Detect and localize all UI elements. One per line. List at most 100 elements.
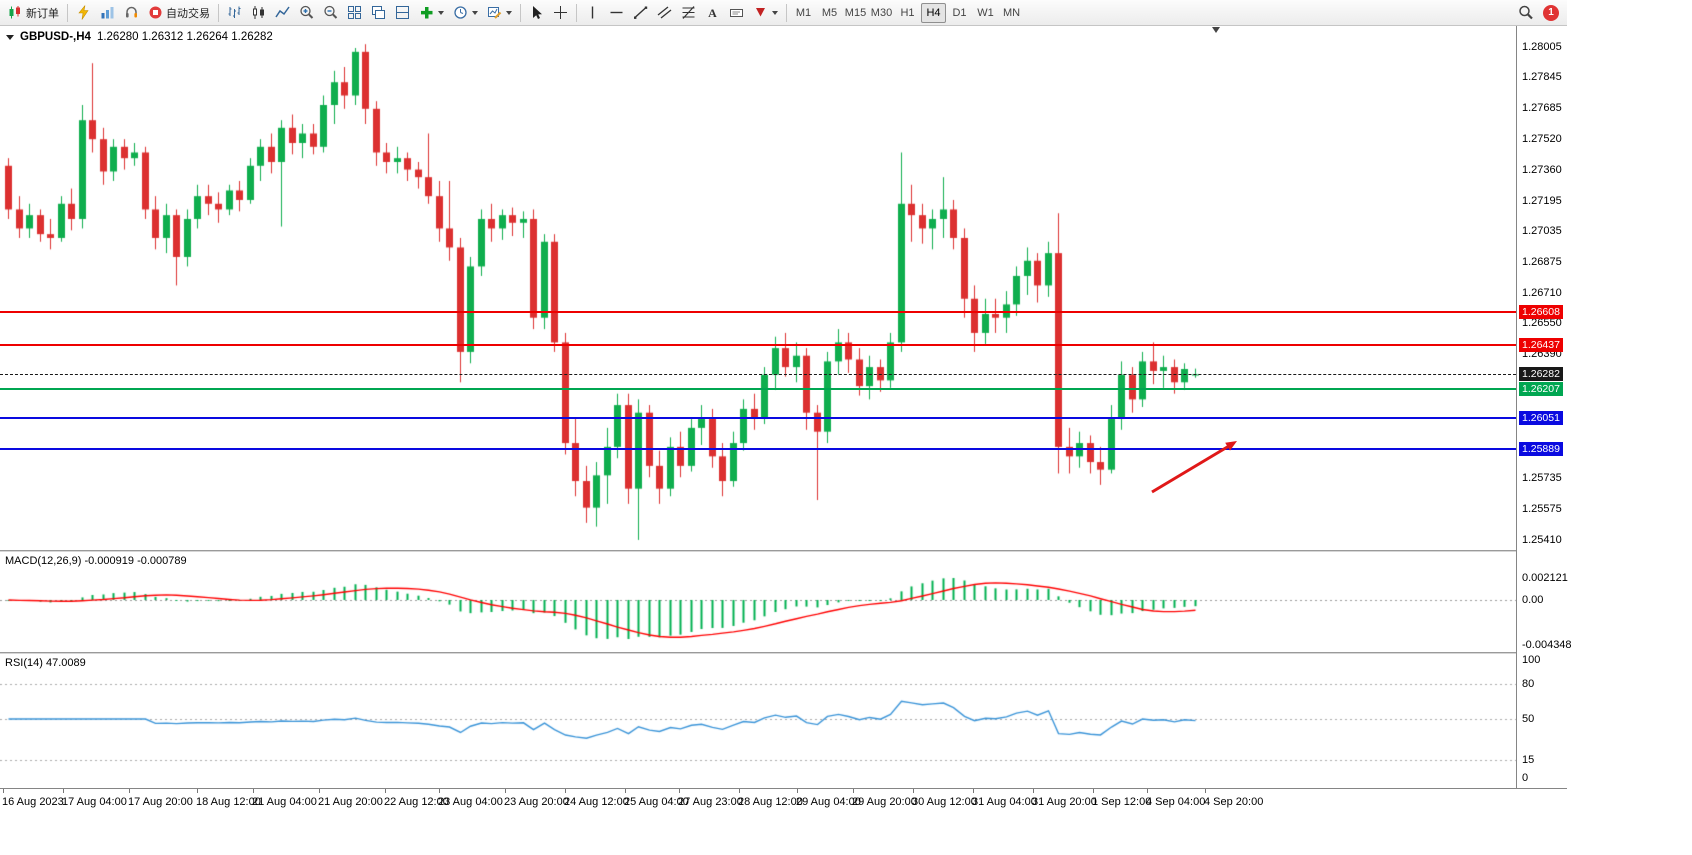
auto-trading-button[interactable]: 自动交易 xyxy=(144,2,214,23)
search-icon xyxy=(1519,5,1533,19)
new-order-icon xyxy=(9,6,20,19)
zoom-in-icon xyxy=(300,5,314,19)
bar-chart-button[interactable] xyxy=(223,2,246,23)
macd-panel[interactable]: MACD(12,26,9) -0.000919 -0.000789 xyxy=(0,552,1516,652)
time-tickmark xyxy=(625,789,626,793)
timeframe-d1-button[interactable]: D1 xyxy=(947,3,972,23)
rsi-chart-canvas[interactable] xyxy=(0,654,1516,788)
ohlc-values: 1.26280 1.26312 1.26264 1.26282 xyxy=(96,31,273,43)
time-tickmark xyxy=(197,789,198,793)
time-tick: 4 Sep 20:00 xyxy=(1204,796,1264,808)
timeframe-m30-button[interactable]: M30 xyxy=(869,3,894,23)
text-button[interactable]: A xyxy=(701,2,724,23)
candlestick-chart-canvas[interactable] xyxy=(0,26,1516,550)
mt4-window: 新订单 自动交易 xyxy=(0,0,1572,816)
symbol-collapse-icon[interactable] xyxy=(6,34,14,40)
trendline-icon xyxy=(634,6,648,19)
toolbar-separator xyxy=(786,3,787,22)
time-tickmark xyxy=(319,789,320,793)
time-tick: 21 Aug 20:00 xyxy=(318,796,383,808)
market-button[interactable] xyxy=(120,2,143,23)
price-level-line[interactable] xyxy=(0,374,1516,376)
toolbar: 新订单 自动交易 xyxy=(0,0,1567,26)
trendline-button[interactable] xyxy=(629,2,652,23)
shapes-button[interactable] xyxy=(749,2,782,23)
zoom-in-button[interactable] xyxy=(295,2,318,23)
text-icon: A xyxy=(708,6,717,20)
arrange-windows-icon xyxy=(396,6,409,19)
rsi-tick: 100 xyxy=(1522,654,1541,666)
trend-arrow-annotation[interactable] xyxy=(1140,430,1244,502)
time-tick: 24 Aug 12:00 xyxy=(564,796,629,808)
chart-header: GBPUSD-,H4 1.26280 1.26312 1.26264 1.262… xyxy=(6,31,273,43)
timeframe-m5-button[interactable]: M5 xyxy=(817,3,842,23)
time-tickmark xyxy=(1093,789,1094,793)
periods-button[interactable] xyxy=(449,2,482,23)
fibonacci-button[interactable] xyxy=(677,2,700,23)
time-tickmark xyxy=(385,789,386,793)
price-tick: 1.28005 xyxy=(1522,41,1562,54)
templates-button[interactable] xyxy=(483,2,516,23)
panel-splitter[interactable] xyxy=(0,550,1567,552)
timeframe-w1-button[interactable]: W1 xyxy=(973,3,998,23)
vertical-line-button[interactable] xyxy=(581,2,604,23)
price-level-tag: 1.25889 xyxy=(1519,441,1563,456)
timeframe-mn-button[interactable]: MN xyxy=(999,3,1024,23)
macd-chart-canvas[interactable] xyxy=(0,552,1516,652)
horizontal-line-button[interactable] xyxy=(605,2,628,23)
indicators-button[interactable] xyxy=(415,2,448,23)
channel-button[interactable] xyxy=(653,2,676,23)
label-button[interactable] xyxy=(725,2,748,23)
zoom-out-button[interactable] xyxy=(319,2,342,23)
toolbar-separator xyxy=(520,3,521,22)
cursor-button[interactable] xyxy=(525,2,548,23)
line-chart-button[interactable] xyxy=(271,2,294,23)
notification-badge[interactable]: 1 xyxy=(1543,4,1559,21)
timeframe-h1-button[interactable]: H1 xyxy=(895,3,920,23)
time-tick: 4 Sep 04:00 xyxy=(1146,796,1206,808)
strategy-tester-button[interactable] xyxy=(96,2,119,23)
rsi-panel[interactable]: RSI(14) 47.0089 xyxy=(0,654,1516,788)
price-level-line[interactable] xyxy=(0,447,1516,450)
price-level-line[interactable] xyxy=(0,417,1516,420)
timeframe-m15-button[interactable]: M15 xyxy=(843,3,868,23)
zoom-out-icon xyxy=(324,5,338,19)
cascade-windows-button[interactable] xyxy=(367,2,390,23)
macd-tick: 0.00 xyxy=(1522,593,1544,606)
time-tickmark xyxy=(913,789,914,793)
metaeditor-button[interactable] xyxy=(72,2,95,23)
price-tick: 1.27360 xyxy=(1522,163,1562,176)
search-button[interactable] xyxy=(1514,2,1538,23)
svg-text:A: A xyxy=(708,6,717,20)
time-axis[interactable]: 16 Aug 2023 17 Aug 04:00 17 Aug 20:00 18 Au… xyxy=(0,788,1567,816)
chart-shift-marker[interactable] xyxy=(1212,27,1220,33)
price-level-line[interactable] xyxy=(0,343,1516,346)
price-tick: 1.27520 xyxy=(1522,133,1562,146)
candlestick-chart-button[interactable] xyxy=(247,2,270,23)
chevron-down-icon xyxy=(506,10,512,15)
chevron-down-icon xyxy=(772,10,778,15)
panel-splitter[interactable] xyxy=(0,652,1567,654)
price-tick: 1.27685 xyxy=(1522,101,1562,114)
new-order-button[interactable]: 新订单 xyxy=(4,2,63,23)
price-level-line[interactable] xyxy=(0,311,1516,314)
time-tickmark xyxy=(1147,789,1148,793)
time-tick: 25 Aug 04:00 xyxy=(624,796,689,808)
time-tick: 29 Aug 20:00 xyxy=(852,796,917,808)
time-tickmark xyxy=(253,789,254,793)
cascade-windows-icon xyxy=(372,6,385,19)
time-tickmark xyxy=(505,789,506,793)
timeframe-m1-button[interactable]: M1 xyxy=(791,3,816,23)
timeframe-h4-button[interactable]: H4 xyxy=(921,2,946,23)
price-tick: 1.25575 xyxy=(1522,502,1562,515)
price-level-line[interactable] xyxy=(0,387,1516,390)
crosshair-button[interactable] xyxy=(549,2,572,23)
tile-windows-button[interactable] xyxy=(343,2,366,23)
price-level-tag: 1.26207 xyxy=(1519,381,1563,396)
candlestick-icon xyxy=(253,6,264,19)
price-axis[interactable]: 1.28005 1.27845 1.27685 1.27520 1.27360 1.271… xyxy=(1516,26,1572,788)
time-tick: 28 Aug 12:00 xyxy=(738,796,803,808)
rsi-tick: 15 xyxy=(1522,754,1535,767)
arrange-windows-button[interactable] xyxy=(391,2,414,23)
main-chart-panel[interactable]: GBPUSD-,H4 1.26280 1.26312 1.26264 1.262… xyxy=(0,26,1516,550)
